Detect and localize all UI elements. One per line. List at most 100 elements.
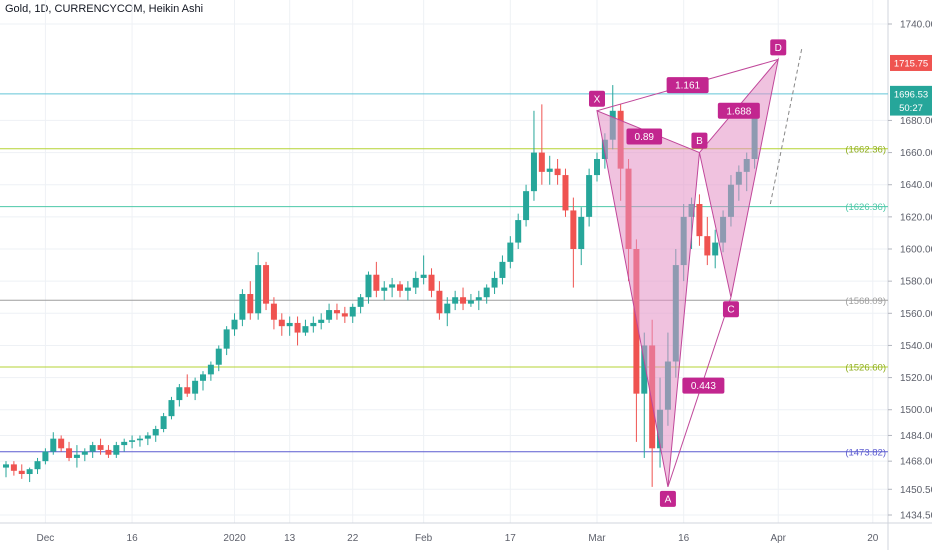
candle-body[interactable] [460, 297, 467, 304]
candle-body[interactable] [507, 242, 514, 262]
candle-body[interactable] [18, 470, 25, 475]
candle-body[interactable] [144, 435, 151, 439]
candle-body[interactable] [105, 449, 112, 455]
candle-body[interactable] [333, 310, 340, 314]
candle-body[interactable] [239, 294, 246, 320]
candle-body[interactable] [389, 284, 396, 288]
pattern-ratio-badge[interactable] [626, 128, 663, 145]
candle-body[interactable] [538, 152, 545, 172]
candle-body[interactable] [594, 159, 600, 176]
candle-body[interactable] [381, 287, 388, 291]
candle-body[interactable] [696, 204, 703, 237]
candle-body[interactable] [373, 274, 380, 291]
price-badge-label: 50:27 [899, 103, 923, 114]
candle-body[interactable] [294, 322, 301, 333]
candle-body[interactable] [66, 448, 73, 458]
candle-body[interactable] [113, 445, 120, 455]
candle-body[interactable] [412, 277, 419, 288]
candle-body[interactable] [341, 313, 348, 317]
candle-body[interactable] [404, 287, 411, 291]
candle-body[interactable] [586, 175, 593, 217]
pattern-ratio-badge[interactable] [682, 377, 725, 394]
y-tick-label: 1434.50 [900, 511, 932, 522]
candle-body[interactable] [554, 168, 561, 176]
candle-body[interactable] [97, 445, 104, 450]
candle-body[interactable] [168, 400, 175, 417]
candle-body[interactable] [641, 345, 648, 394]
candle-body[interactable] [483, 287, 490, 298]
x-tick-label: 16 [127, 533, 139, 544]
y-tick-label: 1600.00 [900, 245, 932, 256]
candle-body[interactable] [50, 438, 57, 452]
pattern-ratio-badge[interactable] [717, 102, 760, 119]
candle-body[interactable] [349, 306, 356, 317]
candle-body[interactable] [357, 297, 364, 307]
level-label: (1568.09) [845, 296, 886, 307]
pattern-point-marker[interactable] [770, 39, 787, 56]
candle-body[interactable] [73, 454, 80, 458]
candle-body[interactable] [129, 440, 136, 442]
candle-body[interactable] [160, 416, 167, 430]
candle-body[interactable] [310, 322, 317, 327]
candle-body[interactable] [42, 451, 49, 462]
candle-body[interactable] [58, 438, 65, 449]
candle-body[interactable] [184, 387, 191, 394]
pattern-point-marker[interactable] [722, 301, 739, 318]
candle-body[interactable] [530, 152, 537, 192]
candle-body[interactable] [121, 441, 128, 446]
candle-body[interactable] [436, 290, 443, 314]
candle-body[interactable] [3, 464, 9, 468]
candle-body[interactable] [397, 284, 403, 291]
candle-body[interactable] [152, 429, 159, 436]
candle-body[interactable] [562, 175, 569, 211]
candle-body[interactable] [286, 322, 293, 327]
candle-body[interactable] [515, 220, 522, 243]
candle-body[interactable] [326, 310, 333, 320]
y-tick-label: 1660.00 [900, 148, 932, 159]
candle-body[interactable] [475, 297, 482, 301]
candle-body[interactable] [26, 469, 33, 475]
candle-body[interactable] [428, 274, 435, 291]
candle-body[interactable] [231, 319, 238, 330]
pattern-ratio-badge[interactable] [666, 77, 709, 94]
candle-body[interactable] [207, 364, 214, 375]
candle-body[interactable] [200, 374, 206, 381]
candle-body[interactable] [302, 326, 309, 333]
candle-body[interactable] [712, 242, 719, 256]
candle-body[interactable] [89, 445, 96, 452]
candle-body[interactable] [176, 387, 183, 401]
projection-line [769, 48, 803, 205]
candle-body[interactable] [578, 216, 585, 250]
candle-body[interactable] [704, 236, 711, 256]
candle-body[interactable] [570, 210, 577, 250]
candle-body[interactable] [318, 319, 325, 323]
y-tick-label: 1620.00 [900, 212, 932, 223]
pattern-point-marker[interactable] [691, 132, 708, 149]
candle-body[interactable] [270, 303, 277, 320]
candle-body[interactable] [365, 274, 372, 298]
pattern-ratio-label: 1.161 [675, 81, 700, 92]
candle-body[interactable] [34, 461, 41, 470]
candle-body[interactable] [255, 265, 262, 314]
candle-body[interactable] [444, 303, 451, 314]
pattern-point-label: A [665, 494, 672, 505]
candle-body[interactable] [263, 265, 270, 304]
candle-body[interactable] [81, 451, 88, 455]
candle-body[interactable] [467, 300, 474, 304]
candle-body[interactable] [499, 261, 506, 278]
candle-body[interactable] [136, 438, 143, 441]
candle-body[interactable] [452, 297, 459, 304]
candle-body[interactable] [523, 191, 530, 221]
candle-body[interactable] [215, 348, 222, 365]
pattern-point-marker[interactable] [659, 490, 676, 507]
candle-body[interactable] [420, 274, 427, 278]
candle-body[interactable] [546, 168, 553, 172]
candle-body[interactable] [223, 329, 230, 349]
candle-body[interactable] [278, 319, 285, 327]
candle-body[interactable] [247, 294, 254, 314]
candle-body[interactable] [10, 464, 17, 471]
candle-body[interactable] [192, 380, 199, 394]
candle-body[interactable] [491, 277, 498, 288]
pattern-point-marker[interactable] [589, 90, 605, 107]
